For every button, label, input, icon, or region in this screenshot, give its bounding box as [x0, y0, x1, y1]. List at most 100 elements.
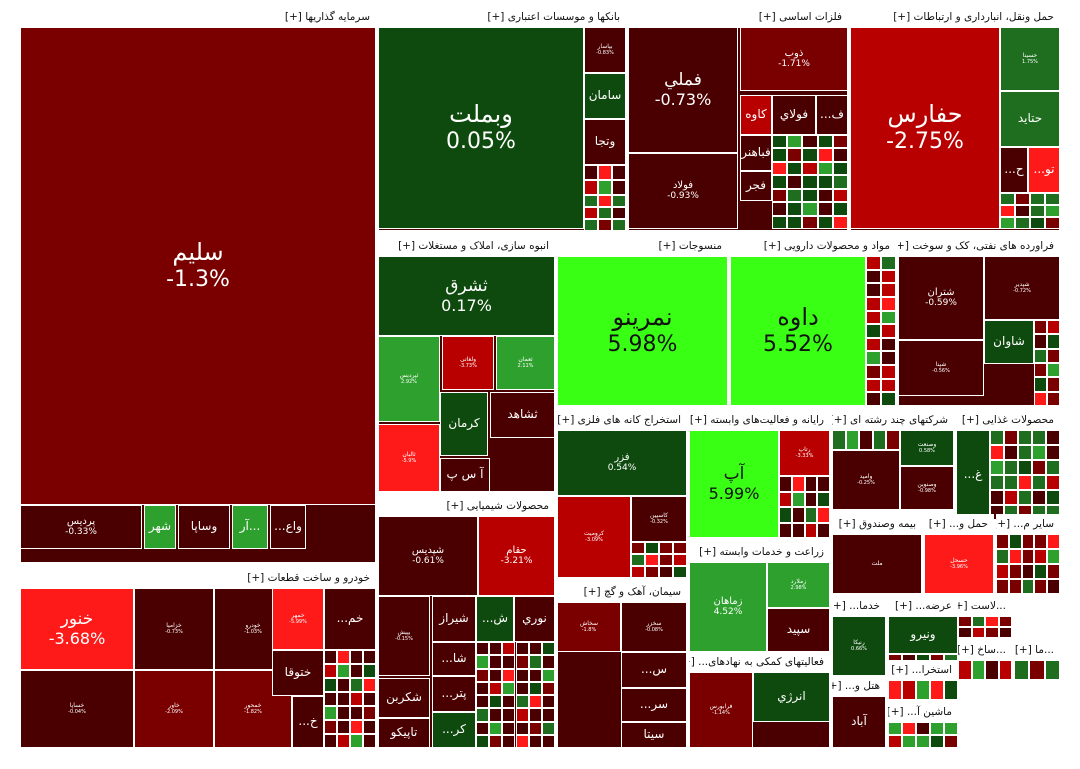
minor-stock-tile[interactable] — [541, 708, 555, 722]
minor-stock-tile[interactable] — [1008, 549, 1022, 564]
minor-stock-tile[interactable] — [1018, 445, 1032, 460]
minor-stock-tile[interactable] — [787, 175, 803, 189]
minor-stock-tile[interactable] — [489, 695, 503, 709]
stock-tile[interactable]: فجر — [740, 171, 772, 201]
minor-stock-tile[interactable] — [787, 188, 803, 203]
minor-stock-tile[interactable] — [787, 215, 803, 229]
stock-tile[interactable]: وبملت 0.05% — [378, 27, 584, 229]
minor-stock-tile[interactable] — [502, 721, 516, 735]
minor-stock-tile[interactable] — [998, 660, 1012, 680]
stock-tile[interactable]: آ س پ — [440, 458, 490, 492]
minor-stock-tile[interactable] — [476, 642, 490, 656]
stock-tile[interactable]: فرابورس -1.14% — [689, 672, 753, 748]
minor-stock-tile[interactable] — [971, 660, 985, 680]
minor-stock-tile[interactable] — [779, 476, 792, 492]
minor-stock-tile[interactable] — [324, 706, 337, 720]
stock-tile[interactable]: سخزر -0.08% — [621, 602, 687, 652]
minor-stock-tile[interactable] — [1034, 348, 1047, 363]
minor-stock-tile[interactable] — [902, 735, 916, 748]
minor-stock-tile[interactable] — [476, 681, 490, 695]
sector-9[interactable]: رایانه و فعالیت‌های وابسته [+] آپ 5.99% رتا… — [689, 410, 830, 538]
minor-stock-tile[interactable] — [350, 678, 363, 692]
sector-27[interactable]: ...ما [+] — [1014, 640, 1060, 680]
stock-tile[interactable]: كرمان — [440, 392, 488, 456]
minor-stock-tile[interactable] — [528, 695, 542, 709]
minor-stock-tile[interactable] — [363, 692, 376, 706]
minor-stock-tile[interactable] — [1018, 490, 1032, 505]
minor-stock-tile[interactable] — [515, 695, 529, 709]
sector-22[interactable]: ...لاست [+] — [958, 596, 1012, 638]
minor-stock-tile[interactable] — [996, 534, 1009, 549]
minor-stock-tile[interactable] — [528, 642, 542, 656]
minor-stock-tile[interactable] — [1034, 334, 1047, 349]
minor-stock-tile[interactable] — [817, 215, 833, 229]
sector-header[interactable]: مواد و محصولات دارویی [+] — [730, 236, 896, 256]
minor-stock-tile[interactable] — [1047, 320, 1060, 335]
minor-stock-tile[interactable] — [881, 378, 896, 393]
minor-stock-tile[interactable] — [1046, 460, 1060, 475]
minor-stock-tile[interactable] — [804, 507, 818, 523]
stock-tile[interactable]: ...ش — [476, 596, 514, 642]
minor-stock-tile[interactable] — [363, 650, 376, 664]
stock-tile[interactable]: رتاپ -3.33% — [779, 430, 830, 476]
stock-tile[interactable]: شپنا -0.56% — [898, 340, 984, 396]
minor-stock-tile[interactable] — [1004, 430, 1018, 445]
minor-stock-tile[interactable] — [363, 678, 376, 692]
minor-stock-tile[interactable] — [612, 219, 626, 231]
sector-header[interactable]: سیمان، آهک و گچ [+] — [557, 582, 687, 602]
minor-stock-tile[interactable] — [866, 310, 881, 325]
sector-25[interactable]: ماشین آ... [+] — [888, 702, 958, 748]
minor-stock-tile[interactable] — [944, 722, 958, 735]
minor-stock-tile[interactable] — [817, 476, 830, 492]
minor-stock-tile[interactable] — [787, 135, 803, 149]
minor-stock-tile[interactable] — [476, 668, 490, 682]
minor-stock-tile[interactable] — [489, 734, 503, 748]
minor-stock-tile[interactable] — [515, 668, 529, 682]
minor-stock-tile[interactable] — [832, 188, 848, 203]
minor-stock-tile[interactable] — [817, 135, 833, 149]
minor-stock-tile[interactable] — [930, 735, 944, 748]
minor-stock-tile[interactable] — [791, 522, 805, 538]
sector-header[interactable]: فلزات اساسی [+] — [628, 7, 848, 27]
stock-tile[interactable]: ختوقا — [272, 650, 324, 696]
minor-stock-tile[interactable] — [528, 721, 542, 735]
sector-header[interactable]: محصولات شیمیایی [+] — [378, 496, 555, 516]
minor-stock-tile[interactable] — [866, 378, 881, 393]
minor-stock-tile[interactable] — [944, 680, 958, 700]
minor-stock-tile[interactable] — [772, 148, 788, 162]
minor-stock-tile[interactable] — [515, 708, 529, 722]
minor-stock-tile[interactable] — [337, 734, 350, 748]
minor-stock-tile[interactable] — [996, 549, 1009, 564]
minor-stock-tile[interactable] — [528, 655, 542, 669]
minor-stock-tile[interactable] — [645, 542, 659, 554]
minor-stock-tile[interactable] — [1030, 205, 1045, 217]
sector-7[interactable]: فراورده های نفتی، کک و سوخت [+] شتران -0.5… — [898, 236, 1060, 406]
sector-header[interactable]: عرضه... [+] — [888, 596, 958, 616]
minor-stock-tile[interactable] — [502, 708, 516, 722]
stock-tile[interactable]: ملت — [832, 534, 922, 594]
minor-stock-tile[interactable] — [804, 491, 818, 507]
stock-tile[interactable]: خاور -2.09% — [134, 670, 214, 748]
minor-stock-tile[interactable] — [998, 616, 1012, 627]
minor-stock-tile[interactable] — [476, 695, 490, 709]
minor-stock-tile[interactable] — [802, 188, 818, 203]
minor-stock-tile[interactable] — [845, 430, 860, 450]
minor-stock-tile[interactable] — [598, 219, 612, 231]
minor-stock-tile[interactable] — [1034, 564, 1048, 579]
stock-tile[interactable]: شاوان — [984, 320, 1034, 364]
stock-tile[interactable]: شهر — [144, 505, 176, 549]
sector-header[interactable]: انبوه سازی، املاک و مستغلات [+] — [378, 236, 555, 256]
sector-header[interactable]: فراورده های نفتی، کک و سوخت [+] — [898, 236, 1060, 256]
sector-12[interactable]: محصولات شیمیایی [+] شپديس -0.61% حقام -3.21%… — [378, 496, 555, 748]
minor-stock-tile[interactable] — [787, 148, 803, 162]
minor-stock-tile[interactable] — [502, 642, 516, 656]
sector-header[interactable]: فعالیتهای کمکی به نهادهای... [+] — [689, 652, 830, 672]
minor-stock-tile[interactable] — [990, 460, 1004, 475]
stock-tile[interactable]: ...غ — [956, 430, 990, 520]
minor-stock-tile[interactable] — [645, 566, 659, 578]
minor-stock-tile[interactable] — [902, 680, 916, 700]
sector-header[interactable]: ...ساخ [+] — [958, 640, 1012, 660]
minor-stock-tile[interactable] — [1015, 205, 1030, 217]
stock-tile[interactable]: شپديس -0.61% — [378, 516, 478, 596]
minor-stock-tile[interactable] — [645, 554, 659, 566]
